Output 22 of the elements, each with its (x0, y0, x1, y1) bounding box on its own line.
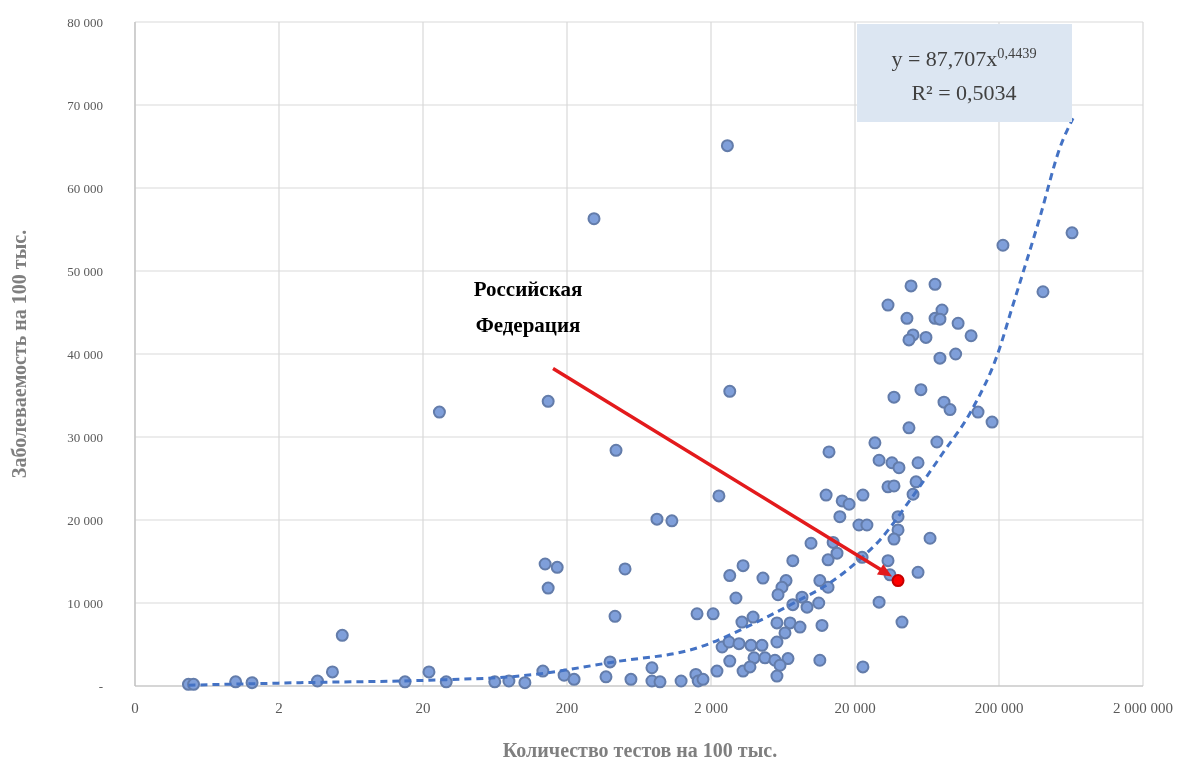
y-axis-title: Заболеваемость на 100 тыс. (8, 229, 30, 479)
y-tick-label: 40 000 (67, 346, 103, 362)
x-tick-label: 20 000 (834, 700, 876, 716)
x-tick-label: 2 000 (694, 700, 728, 716)
x-axis-title: Количество тестов на 100 тыс. (502, 739, 778, 761)
annotation: Российская Федерация (473, 276, 583, 337)
annotation: y = 87,707x$^{0,4439}$ (891, 45, 1037, 71)
y-tick-label: 70 000 (67, 97, 103, 113)
y-tick-label: 30 000 (67, 429, 103, 445)
x-tick-label: 0 (131, 700, 139, 716)
x-tick-label: 2 000 000 (1113, 700, 1173, 716)
x-tick-label: 2 (275, 700, 283, 716)
y-tick-label: 20 000 (67, 512, 103, 528)
annotation: R² = 0,5034 (911, 80, 1017, 105)
x-tick-label: 20 (415, 700, 431, 716)
x-tick-label: 200 (555, 700, 579, 716)
x-tick-label: 200 000 (974, 700, 1024, 716)
y-tick-label: 50 000 (67, 263, 103, 279)
y-tick-label: 10 000 (67, 595, 103, 611)
y-tick-label: 60 000 (67, 180, 103, 196)
y-tick-label: - (98, 678, 103, 694)
y-tick-label: 80 000 (67, 14, 103, 30)
